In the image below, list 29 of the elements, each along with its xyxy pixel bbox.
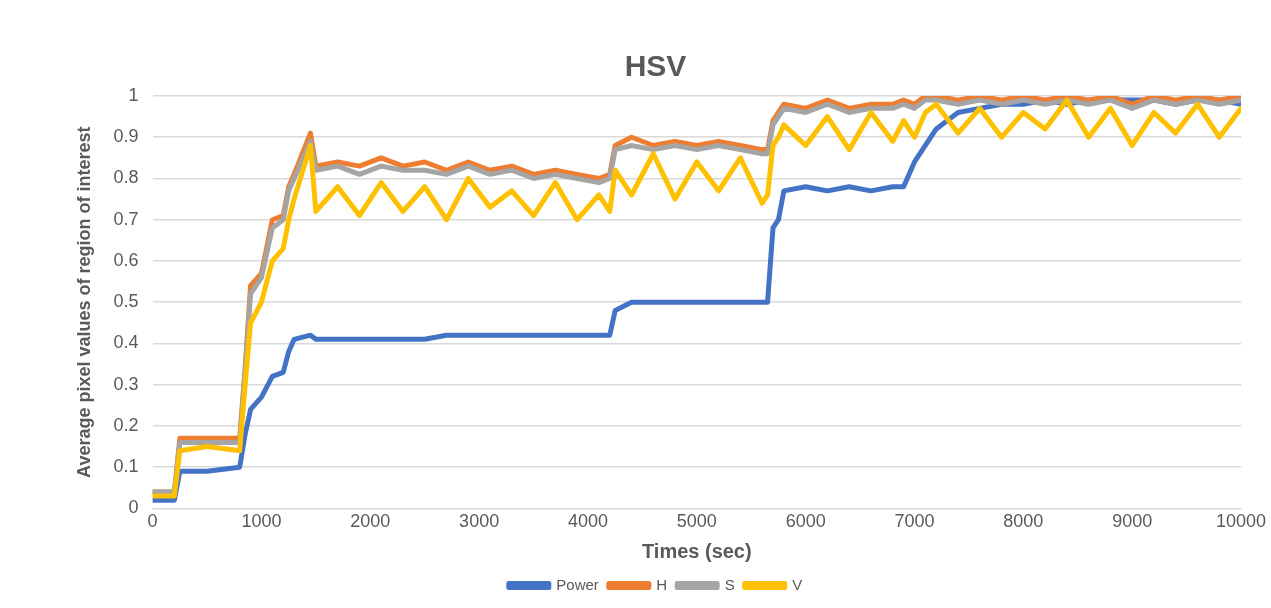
legend-label: V	[792, 575, 803, 593]
y-tick-label: 0	[128, 497, 139, 518]
y-tick-label: 0.8	[113, 167, 139, 188]
y-tick-label: 0.6	[113, 249, 139, 270]
chart-title: HSV	[624, 49, 687, 83]
x-tick-label: 8000	[1003, 511, 1044, 532]
x-tick-label: 3000	[459, 511, 500, 532]
y-tick-label: 1	[128, 84, 139, 105]
x-tick-label: 2000	[350, 511, 391, 532]
legend-label: S	[724, 575, 735, 593]
x-tick-label: 9000	[1112, 511, 1153, 532]
y-tick-label: 0.3	[113, 373, 139, 394]
x-tick-label: 6000	[785, 511, 826, 532]
x-axis-title: Times (sec)	[641, 539, 752, 562]
x-tick-label: 0	[147, 511, 158, 532]
y-tick-label: 0.9	[113, 126, 139, 147]
y-tick-label: 0.1	[113, 456, 139, 477]
x-tick-label: 5000	[676, 511, 717, 532]
y-tick-label: 0.4	[113, 332, 139, 353]
y-tick-label: 0.7	[113, 208, 139, 229]
y-tick-label: 0.5	[113, 291, 139, 312]
y-tick-label: 0.2	[113, 414, 139, 435]
x-tick-label: 10000	[1215, 511, 1267, 532]
y-axis-title: Average pixel values of region of interest	[73, 126, 94, 478]
legend-label: Power	[556, 575, 599, 593]
x-tick-label: 1000	[241, 511, 282, 532]
x-tick-label: 4000	[567, 511, 608, 532]
x-tick-label: 7000	[894, 511, 935, 532]
legend-label: H	[656, 575, 668, 593]
